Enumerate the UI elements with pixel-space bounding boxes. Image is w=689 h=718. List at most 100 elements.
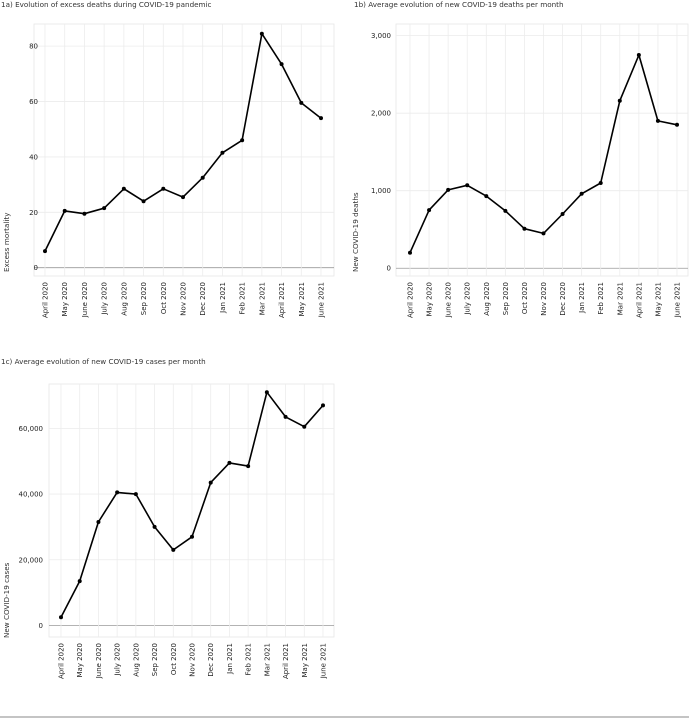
data-point: [259, 31, 264, 36]
x-tick-label: June 2021: [320, 643, 328, 679]
x-tick-label: April 2020: [407, 282, 415, 318]
data-point: [227, 460, 232, 465]
x-tick-label: Dec 2020: [559, 282, 567, 316]
x-tick-label: April 2020: [42, 282, 50, 318]
y-tick-label: 20: [29, 209, 38, 217]
x-tick-label: June 2021: [674, 282, 682, 318]
data-point: [655, 118, 660, 123]
y-tick-label: 0: [387, 265, 391, 273]
data-point: [141, 199, 146, 204]
data-point: [560, 211, 565, 216]
data-point: [321, 403, 325, 408]
data-point: [171, 547, 176, 552]
x-tick-label: July 2020: [464, 282, 472, 316]
y-tick-label: 0: [34, 264, 38, 272]
chart-panel-new-cases: 1c) Average evolution of new COVID-19 ca…: [1, 357, 335, 679]
x-tick-label: June 2020: [95, 643, 103, 679]
x-tick-label: May 2021: [301, 643, 309, 678]
data-point: [541, 231, 546, 236]
data-point: [77, 579, 82, 584]
y-axis: 0 1,000 2,000 3,000: [371, 32, 688, 273]
x-tick-label: April 2021: [635, 282, 643, 318]
data-point: [484, 194, 489, 199]
data-point: [208, 480, 213, 485]
data-point: [115, 490, 120, 495]
x-tick-label: Feb 2021: [239, 282, 247, 314]
x-tick-label: Aug 2020: [132, 643, 140, 677]
x-tick-label: Sep 2020: [502, 282, 510, 315]
x-tick-label: July 2020: [114, 643, 122, 677]
data-point: [43, 249, 47, 254]
y-tick-label: 40,000: [19, 491, 44, 499]
x-tick-label: April 2021: [278, 282, 286, 318]
x-tick-label: May 2021: [298, 282, 306, 317]
data-point: [522, 226, 527, 231]
y-tick-label: 80: [29, 43, 38, 51]
data-point: [465, 183, 470, 188]
data-point: [675, 122, 679, 127]
x-tick-label: Mar 2021: [616, 282, 624, 315]
x-tick-label: May 2021: [654, 282, 662, 317]
series-line: [59, 390, 325, 620]
data-point: [446, 187, 451, 192]
x-tick-label: Oct 2020: [170, 643, 178, 675]
y-tick-label: 0: [39, 622, 43, 630]
y-axis-label: New COVID-19 cases: [2, 562, 11, 638]
data-point: [408, 250, 412, 255]
chart-panel-new-deaths: 1b) Average evolution of new COVID-19 de…: [351, 0, 689, 318]
x-tick-label: Dec 2020: [207, 643, 215, 677]
data-point: [302, 424, 307, 429]
x-tick-label: Feb 2021: [597, 282, 605, 314]
data-point: [121, 186, 126, 191]
x-tick-label: Jan 2021: [226, 643, 234, 675]
x-tick-label: April 2021: [282, 643, 290, 679]
x-tick-label: Mar 2021: [263, 643, 271, 676]
y-tick-label: 1,000: [371, 187, 391, 195]
chart-title: 1c) Average evolution of new COVID-19 ca…: [1, 357, 206, 366]
series-line: [408, 53, 679, 255]
data-point: [427, 208, 432, 213]
y-tick-label: 3,000: [371, 32, 391, 40]
y-axis-label: New COVID-19 deaths: [351, 192, 360, 272]
x-tick-label: Sep 2020: [151, 643, 159, 676]
data-point: [133, 492, 138, 497]
x-tick-label: Jan 2021: [578, 282, 586, 314]
data-point: [152, 524, 157, 529]
data-point: [161, 186, 166, 191]
data-point: [59, 615, 63, 620]
x-tick-label: Oct 2020: [521, 282, 529, 314]
y-axis: 0 20 40 60 80: [29, 43, 334, 272]
data-point: [636, 53, 641, 58]
x-tick-label: Dec 2020: [199, 282, 207, 316]
data-point: [220, 150, 225, 155]
chart-title: 1b) Average evolution of new COVID-19 de…: [354, 0, 564, 9]
plot-area: [395, 23, 689, 277]
y-axis-label: Excess mortality: [2, 212, 11, 272]
data-point: [579, 191, 584, 196]
x-tick-label: April 2020: [58, 643, 66, 679]
x-tick-label: Jan 2021: [219, 282, 227, 314]
y-axis: 0 20,000 40,000 60,000: [19, 425, 334, 630]
data-point: [503, 208, 508, 213]
x-tick-label: June 2020: [81, 282, 89, 318]
data-point: [200, 175, 205, 180]
data-point: [319, 116, 323, 121]
x-tick-label: June 2021: [318, 282, 326, 318]
data-point: [598, 180, 603, 185]
chart-panel-excess-deaths: 1a) Evolution of excess deaths during CO…: [1, 0, 335, 318]
series-line: [43, 31, 323, 254]
data-point: [240, 138, 245, 143]
x-tick-label: Aug 2020: [483, 282, 491, 316]
data-point: [181, 195, 185, 200]
plot-area: [33, 23, 335, 277]
x-axis: April 2020 May 2020 June 2020 July 2020 Aug …: [407, 24, 682, 318]
data-point: [246, 464, 251, 469]
plot-area: [48, 383, 335, 638]
x-tick-label: Nov 2020: [540, 282, 548, 316]
chart-title: 1a) Evolution of excess deaths during CO…: [1, 0, 212, 9]
x-tick-label: Nov 2020: [189, 643, 197, 677]
data-point: [299, 100, 304, 105]
y-tick-label: 60,000: [19, 425, 44, 433]
y-tick-label: 40: [29, 153, 38, 161]
